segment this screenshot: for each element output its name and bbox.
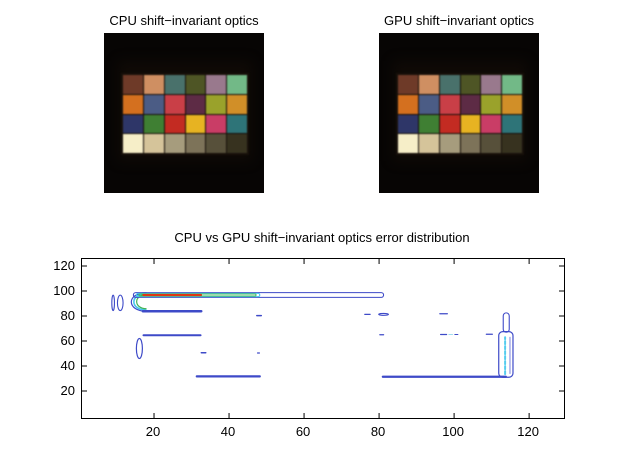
color-patch (143, 75, 164, 94)
contour-feature (132, 292, 385, 298)
color-patch (206, 94, 227, 114)
x-tick-label: 40 (220, 424, 236, 439)
cpu-rendered-image (104, 33, 264, 193)
y-tick-label: 120 (53, 258, 75, 273)
color-patch (460, 94, 481, 114)
color-patch (460, 134, 481, 153)
gpu-rendered-image (379, 33, 539, 193)
color-patch (123, 75, 143, 94)
y-tick-label: 40 (60, 358, 75, 373)
color-patch (164, 114, 185, 134)
color-patch (143, 134, 164, 153)
color-patch (418, 114, 439, 134)
color-patch (418, 75, 439, 94)
color-patch (123, 114, 143, 134)
color-patch (439, 94, 460, 114)
gpu-color-checker (396, 73, 524, 155)
color-patch (398, 134, 418, 153)
x-tick-label: 20 (145, 424, 161, 439)
contour-canvas (82, 259, 564, 418)
color-patch (123, 94, 143, 114)
color-patch (185, 114, 206, 134)
cpu-panel-title: CPU shift−invariant optics (109, 13, 259, 28)
color-patch (398, 114, 418, 134)
contour-feature (135, 292, 261, 298)
x-tick-label: 80 (370, 424, 386, 439)
y-tick-label: 80 (60, 308, 75, 323)
x-tick-label: 120 (517, 424, 539, 439)
color-patch (123, 134, 143, 153)
color-patch (227, 114, 247, 134)
color-patch (227, 75, 247, 94)
color-patch (460, 75, 481, 94)
color-patch (439, 114, 460, 134)
error-distribution-plot: CPU vs GPU shift−invariant optics error … (0, 228, 622, 468)
y-tick-label: 100 (53, 283, 75, 298)
color-patch (227, 94, 247, 114)
color-patch (418, 94, 439, 114)
color-patch (418, 134, 439, 153)
color-patch (502, 75, 522, 94)
color-patch (206, 114, 227, 134)
color-patch (502, 134, 522, 153)
color-patch (143, 94, 164, 114)
gpu-panel-title: GPU shift−invariant optics (384, 13, 534, 28)
contour-feature (502, 312, 510, 333)
color-patch (398, 75, 418, 94)
plot-title: CPU vs GPU shift−invariant optics error … (174, 230, 470, 245)
contour-feature (116, 294, 124, 312)
contour-feature (378, 312, 390, 316)
color-patch (481, 75, 502, 94)
color-patch (185, 134, 206, 153)
color-patch (206, 134, 227, 153)
x-tick-label: 100 (442, 424, 464, 439)
color-patch (398, 94, 418, 114)
y-tick-label: 20 (60, 383, 75, 398)
contour-feature (111, 294, 115, 312)
color-patch (481, 134, 502, 153)
color-patch (164, 134, 185, 153)
color-patch (481, 94, 502, 114)
color-patch (502, 94, 522, 114)
color-patch (164, 75, 185, 94)
color-patch (439, 134, 460, 153)
cpu-color-checker (121, 73, 249, 155)
plot-axes (81, 258, 565, 419)
x-tick-label: 60 (295, 424, 311, 439)
color-patch (143, 114, 164, 134)
color-patch (164, 94, 185, 114)
color-patch (460, 114, 481, 134)
contour-feature (135, 337, 143, 360)
y-tick-label: 60 (60, 333, 75, 348)
color-patch (206, 75, 227, 94)
color-patch (502, 114, 522, 134)
color-patch (227, 134, 247, 153)
color-patch (439, 75, 460, 94)
color-patch (185, 94, 206, 114)
color-patch (481, 114, 502, 134)
color-patch (185, 75, 206, 94)
